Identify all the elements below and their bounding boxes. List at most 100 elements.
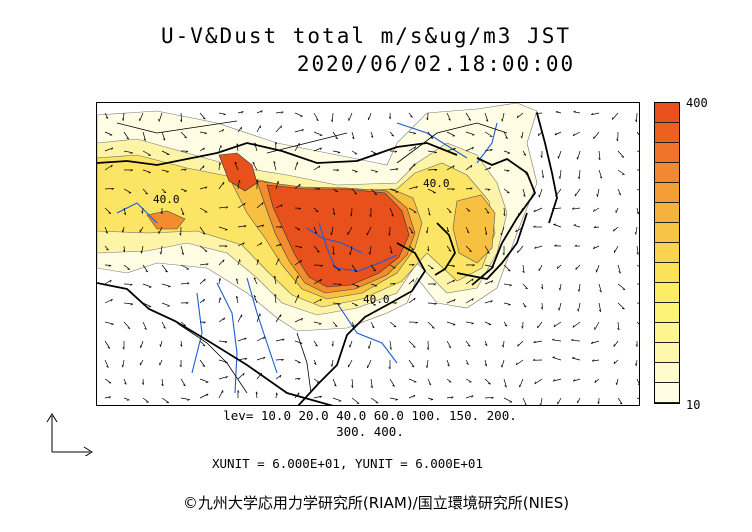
- wind-arrow: [573, 224, 581, 228]
- wind-arrow: [142, 378, 144, 385]
- wind-arrow: [592, 359, 600, 362]
- wind-arrow: [484, 148, 493, 152]
- wind-arrow: [465, 359, 469, 365]
- contour-levels: lev= 10.0 20.0 40.0 60.0 100. 150. 200.: [223, 408, 517, 423]
- wind-arrow: [426, 226, 429, 234]
- wind-arrow-head: [591, 359, 595, 362]
- axis-indicator-icon: [46, 413, 93, 456]
- wind-arrow-head: [573, 379, 576, 382]
- wind-arrow: [446, 226, 450, 233]
- wind-arrow-head: [485, 119, 489, 122]
- wind-arrow-head: [158, 118, 160, 122]
- wind-arrow: [503, 397, 513, 403]
- wind-arrow: [104, 187, 114, 190]
- wind-arrow: [142, 188, 148, 195]
- wind-arrow: [275, 111, 284, 114]
- wind-arrow-head: [330, 364, 333, 367]
- wind-arrow-head: [244, 337, 247, 341]
- wind-arrow: [237, 111, 244, 114]
- wind-arrow-head: [225, 362, 228, 364]
- wind-arrow: [636, 397, 639, 400]
- wind-arrow: [237, 126, 242, 133]
- wind-arrow: [313, 188, 320, 190]
- wind-arrow-head: [555, 110, 559, 113]
- wind-arrow-head: [552, 356, 556, 358]
- wind-arrow-head: [179, 233, 182, 236]
- wind-arrow: [294, 245, 302, 248]
- wind-arrow: [123, 264, 131, 270]
- wind-arrow-head: [333, 384, 337, 387]
- wind-arrow: [446, 264, 455, 267]
- wind-arrow: [370, 397, 379, 404]
- wind-arrow: [370, 302, 377, 306]
- wind-arrow: [553, 321, 562, 328]
- wind-arrow: [273, 275, 277, 285]
- colorbar-segment: [655, 263, 679, 283]
- wind-arrow-head: [130, 303, 134, 306]
- wind-arrow-head: [121, 229, 124, 233]
- wind-arrow: [256, 202, 264, 209]
- wind-arrow-head: [130, 152, 133, 154]
- wind-arrow: [408, 245, 415, 251]
- wind-arrow: [369, 245, 372, 255]
- wind-arrow: [180, 397, 190, 400]
- wind-arrow: [484, 340, 488, 346]
- wind-arrow-head: [389, 347, 392, 350]
- wind-arrow: [256, 336, 266, 342]
- wind-arrow: [142, 264, 149, 273]
- wind-arrow-head: [503, 213, 506, 217]
- wind-arrow-head: [599, 290, 602, 293]
- wind-arrow-head: [224, 245, 228, 248]
- colorbar-segment: [655, 363, 679, 383]
- wind-arrow-head: [448, 118, 451, 121]
- wind-arrow: [218, 317, 225, 323]
- wind-arrow: [615, 207, 619, 213]
- wind-arrow: [104, 321, 114, 325]
- wind-arrow-head: [506, 170, 510, 172]
- wind-arrow-head: [110, 164, 113, 168]
- wind-arrow: [161, 131, 166, 141]
- wind-arrow-head: [225, 376, 228, 379]
- contour-levels-continued: 300. 400.: [336, 424, 404, 439]
- wind-arrow: [593, 207, 600, 212]
- wind-arrow-head: [611, 117, 614, 120]
- wind-arrow: [502, 340, 505, 348]
- wind-arrow-head: [262, 202, 264, 205]
- wind-arrow-head: [487, 251, 490, 254]
- wind-arrow: [123, 321, 131, 329]
- wind-arrow: [408, 146, 416, 152]
- wind-arrow: [574, 188, 581, 197]
- wind-arrow: [237, 180, 240, 190]
- wind-arrow-head: [145, 192, 148, 195]
- wind-arrow-head: [577, 176, 580, 180]
- wind-arrow-head: [411, 264, 415, 267]
- wind-arrow: [446, 378, 452, 383]
- wind-arrow-head: [491, 266, 494, 269]
- wind-arrow: [313, 321, 322, 325]
- wind-arrow: [104, 279, 112, 285]
- wind-arrow: [558, 150, 562, 159]
- wind-arrow: [389, 188, 399, 193]
- wind-arrow: [218, 376, 228, 380]
- wind-arrow-head: [524, 404, 526, 405]
- wind-arrow: [237, 225, 247, 228]
- rivers: [116, 122, 498, 394]
- wind-arrow: [598, 283, 602, 293]
- wind-arrow: [142, 131, 146, 141]
- wind-arrow-head: [534, 381, 537, 385]
- wind-arrow-head: [123, 249, 125, 253]
- wind-arrow-head: [339, 283, 342, 286]
- wind-arrow-head: [539, 403, 541, 405]
- wind-arrow: [522, 188, 526, 197]
- coastlines: [97, 112, 558, 405]
- wind-arrow-head: [431, 327, 435, 329]
- wind-arrow: [235, 296, 239, 304]
- wind-arrow: [256, 372, 262, 380]
- wind-arrow: [218, 206, 228, 209]
- wind-arrow-head: [219, 278, 222, 281]
- wind-arrow: [389, 168, 399, 171]
- wind-arrow: [503, 283, 512, 286]
- wind-arrow: [366, 226, 372, 236]
- wind-arrow-head: [470, 165, 473, 168]
- wind-arrow: [332, 397, 342, 402]
